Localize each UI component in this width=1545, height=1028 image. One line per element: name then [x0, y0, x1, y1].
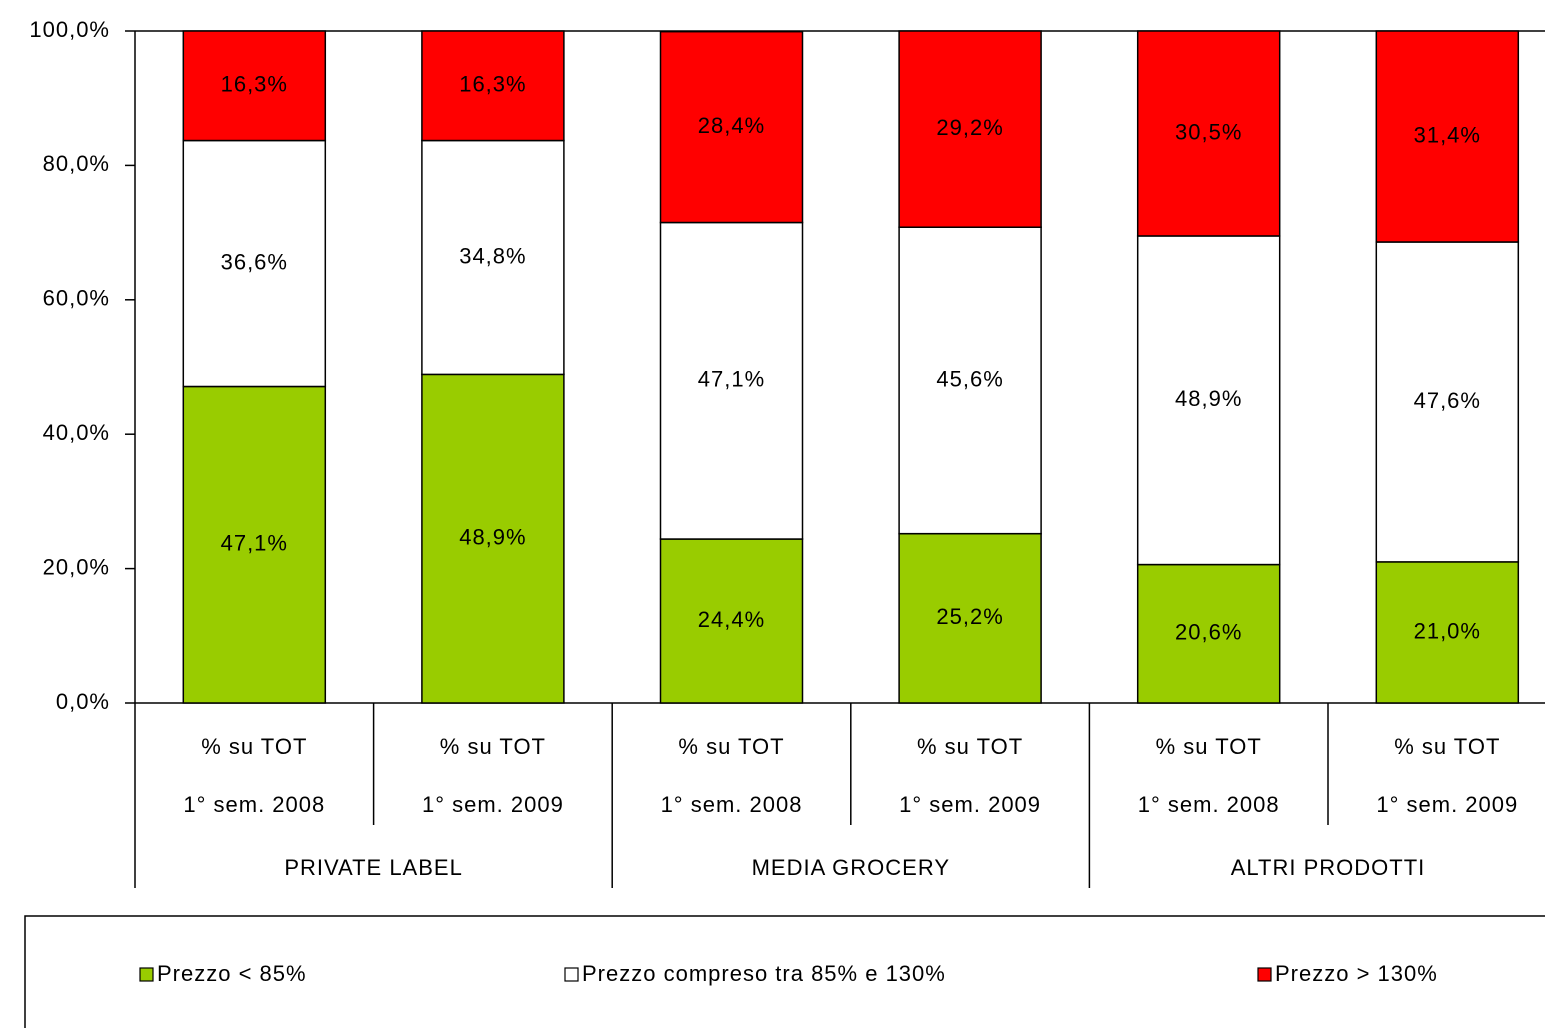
bar-segment — [898, 30, 1042, 228]
legend-swatch — [564, 967, 579, 982]
data-label: 36,6% — [221, 249, 288, 274]
x-tick-label: 1° sem. 2009 — [422, 792, 564, 817]
bar-segment — [1375, 30, 1520, 243]
group-label: MEDIA GROCERY — [752, 855, 950, 880]
y-tick-label: 80,0% — [43, 151, 110, 176]
data-label: 34,8% — [459, 243, 526, 268]
bar-segment — [1136, 235, 1281, 566]
y-tick-label: 20,0% — [43, 554, 110, 579]
legend-label: Prezzo < 85% — [157, 961, 307, 986]
bar-segment — [182, 30, 327, 142]
legend-swatch — [1257, 967, 1272, 982]
data-label: 31,4% — [1414, 122, 1481, 147]
bar-segment — [1136, 30, 1281, 237]
bar-segment — [659, 538, 804, 704]
data-label: 47,1% — [698, 367, 765, 392]
data-label: 21,0% — [1414, 618, 1481, 643]
data-label: 16,3% — [459, 72, 526, 97]
legend-box — [24, 915, 1545, 1028]
bar-segment — [898, 532, 1042, 704]
y-tick-label: 100,0% — [29, 17, 110, 42]
data-label: 25,2% — [936, 604, 1003, 629]
data-label: 48,9% — [459, 525, 526, 550]
bar-segment — [1375, 241, 1520, 563]
data-label: 16,3% — [221, 72, 288, 97]
bar-segment — [421, 30, 565, 142]
data-label: 28,4% — [698, 113, 765, 138]
y-tick-label: 60,0% — [43, 286, 110, 311]
x-tick-label: % su TOT — [678, 734, 784, 759]
group-label: PRIVATE LABEL — [284, 855, 462, 880]
x-tick-label: % su TOT — [440, 734, 546, 759]
data-label: 47,1% — [221, 531, 288, 556]
bar-segment — [182, 385, 327, 704]
bar-segment — [1375, 561, 1520, 704]
data-label: 24,4% — [698, 607, 765, 632]
legend-label: Prezzo compreso tra 85% e 130% — [582, 961, 946, 986]
x-tick-label: % su TOT — [201, 734, 307, 759]
data-label: 47,6% — [1414, 388, 1481, 413]
legend-label: Prezzo > 130% — [1275, 961, 1438, 986]
data-label: 45,6% — [936, 366, 1003, 391]
x-tick-label: 1° sem. 2009 — [1376, 792, 1518, 817]
bar-segment — [659, 30, 804, 224]
bar-segment — [898, 226, 1042, 535]
data-label: 30,5% — [1175, 119, 1242, 144]
y-tick-label: 0,0% — [56, 689, 110, 714]
x-tick-label: 1° sem. 2008 — [661, 792, 803, 817]
legend-swatch — [139, 967, 154, 982]
data-label: 48,9% — [1175, 386, 1242, 411]
y-tick-label: 40,0% — [43, 420, 110, 445]
bar-segment — [182, 139, 327, 388]
group-label: ALTRI PRODOTTI — [1231, 855, 1426, 880]
x-tick-label: 1° sem. 2008 — [1138, 792, 1280, 817]
bar-segment — [1136, 563, 1281, 704]
x-tick-label: 1° sem. 2009 — [899, 792, 1041, 817]
x-tick-label: % su TOT — [1394, 734, 1500, 759]
x-tick-label: % su TOT — [917, 734, 1023, 759]
x-tick-label: % su TOT — [1156, 734, 1262, 759]
data-label: 29,2% — [936, 115, 1003, 140]
bar-segment — [421, 373, 565, 704]
x-tick-label: 1° sem. 2008 — [183, 792, 325, 817]
bar-segment — [659, 221, 804, 540]
data-label: 20,6% — [1175, 620, 1242, 645]
